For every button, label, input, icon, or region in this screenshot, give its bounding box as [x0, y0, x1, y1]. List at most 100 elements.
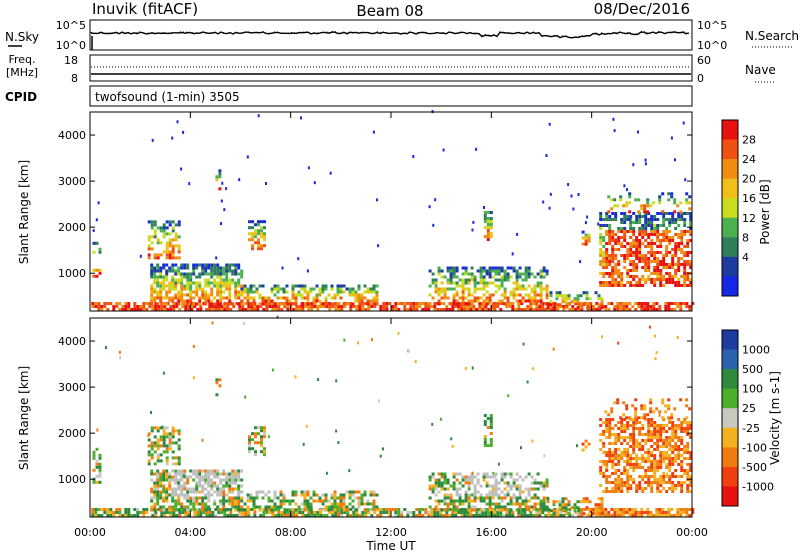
- heatmap-cell: [357, 505, 361, 509]
- heatmap-cell: [177, 296, 181, 300]
- heatmap-cell: [455, 290, 459, 294]
- heatmap-cell: [240, 508, 244, 512]
- heatmap-cell: [482, 266, 486, 270]
- heatmap-cell: [671, 421, 675, 424]
- heatmap-cell: [270, 505, 274, 509]
- heatmap-cell: [251, 238, 254, 242]
- heatmap-cell: [638, 445, 642, 448]
- heatmap-cell: [641, 433, 645, 436]
- heatmap-cell: [512, 481, 516, 485]
- heatmap-cell: [183, 469, 187, 473]
- heatmap-cell: [470, 499, 474, 503]
- heatmap-cell: [240, 290, 244, 294]
- nsearch-label: N.Search: [745, 29, 799, 43]
- heatmap-cell: [354, 290, 358, 294]
- heatmap-cell: [542, 269, 546, 273]
- heatmap-cell: [655, 302, 659, 305]
- heatmap-cell: [611, 466, 615, 469]
- heatmap-cell: [223, 305, 227, 308]
- heatmap-cell: [324, 505, 328, 509]
- heatmap-cell: [558, 503, 562, 507]
- heatmap-cell: [458, 284, 462, 288]
- heatmap-cell: [458, 278, 462, 282]
- heatmap-cell: [561, 497, 565, 501]
- heatmap-cell: [628, 508, 632, 511]
- heatmap-cell: [168, 484, 172, 488]
- heatmap-cell: [473, 296, 477, 300]
- heatmap-cell: [442, 514, 446, 517]
- heatmap-cell: [634, 514, 638, 517]
- heatmap-cell: [100, 508, 104, 511]
- heatmap-cell: [260, 444, 263, 448]
- heatmap-cell: [424, 508, 428, 511]
- heatmap-cell: [677, 284, 681, 287]
- heatmap-cell: [369, 490, 373, 494]
- heatmap-cell: [168, 223, 172, 227]
- heatmap-cell: [449, 269, 453, 273]
- heatmap-cell: [210, 487, 214, 491]
- heatmap-cell: [237, 478, 241, 482]
- heatmap-cell: [91, 511, 95, 514]
- heatmap-cell: [225, 272, 229, 276]
- heatmap-cell: [478, 511, 482, 514]
- heatmap-cell: [644, 418, 648, 421]
- heatmap-cell: [201, 499, 205, 503]
- heatmap-cell: [617, 284, 621, 287]
- heatmap-cell: [631, 404, 635, 408]
- heatmap-cell: [288, 502, 292, 506]
- heatmap-cell: [497, 481, 501, 485]
- heatmap-cell: [421, 514, 425, 517]
- heatmap-cell: [184, 308, 188, 311]
- heatmap-cell: [159, 269, 163, 273]
- heatmap-cell: [671, 278, 675, 281]
- heatmap-cell: [526, 308, 530, 311]
- heatmap-cell: [512, 484, 516, 488]
- heatmap-cell: [375, 296, 379, 300]
- heatmap-cell: [228, 487, 232, 491]
- heatmap-cell: [210, 287, 214, 291]
- heatmap-cell: [260, 247, 263, 251]
- heatmap-cell: [210, 469, 214, 473]
- heatmap-cell: [473, 487, 477, 491]
- heatmap-cell: [584, 242, 588, 246]
- heatmap-cell: [549, 192, 552, 196]
- heatmap-cell: [240, 496, 244, 500]
- heatmap-cell: [211, 511, 215, 514]
- heatmap-cell: [397, 308, 401, 311]
- heatmap-cell: [634, 302, 638, 305]
- heatmap-cell: [279, 302, 283, 306]
- heatmap-cell: [605, 421, 609, 424]
- heatmap-cell: [599, 251, 603, 254]
- heatmap-cell: [518, 502, 522, 506]
- heatmap-cell: [133, 514, 137, 517]
- colorbar-tick-label: -100: [742, 441, 767, 454]
- heatmap-cell: [150, 469, 154, 473]
- heatmap-cell: [638, 245, 642, 248]
- heatmap-cell: [213, 499, 217, 503]
- heatmap-cell: [225, 269, 229, 273]
- heatmap-cell: [279, 502, 283, 506]
- heatmap-cell: [187, 511, 191, 514]
- heatmap-cell: [668, 221, 672, 224]
- heatmap-cell: [686, 445, 690, 448]
- nsky-bottom-tick: 10^0: [56, 39, 86, 52]
- heatmap-cell: [440, 290, 444, 294]
- heatmap-cell: [691, 511, 695, 514]
- heatmap-cell: [577, 508, 581, 511]
- heatmap-cell: [235, 514, 239, 517]
- heatmap-cell: [662, 460, 666, 463]
- heatmap-cell: [491, 487, 495, 491]
- heatmap-cell: [183, 284, 187, 288]
- heatmap-cell: [653, 421, 657, 424]
- heatmap-cell: [439, 514, 443, 517]
- heatmap-cell: [156, 290, 160, 294]
- heatmap-cell: [182, 474, 185, 478]
- heatmap-cell: [204, 290, 208, 294]
- heatmap-cell: [204, 508, 208, 512]
- heatmap-cell: [228, 302, 232, 306]
- heatmap-cell: [617, 227, 621, 230]
- heatmap-cell: [246, 493, 250, 497]
- heatmap-cell: [659, 212, 663, 215]
- heatmap-cell: [602, 472, 606, 475]
- heatmap-cell: [626, 248, 630, 251]
